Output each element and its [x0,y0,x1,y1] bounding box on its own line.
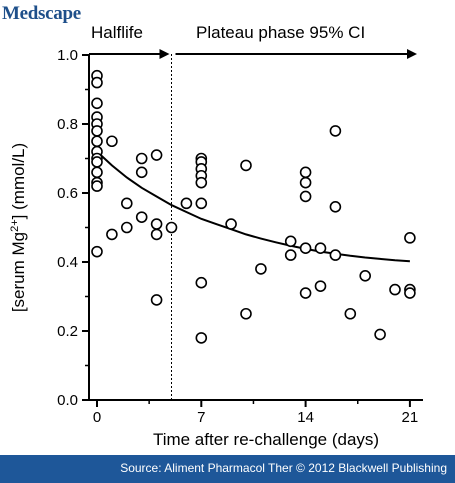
y-axis-label-superscript: 2+ [9,219,21,232]
data-point [284,235,297,248]
data-point [240,159,252,172]
scatter-chart: 0.0 0.2 0.4 0.6 0.8 1.0 0 7 14 21 Halflife Plateau… [9,24,423,449]
plateau-arrowhead [407,49,417,59]
source-credit: Source: Aliment Pharmacol Ther © 2012 Bl… [120,461,447,475]
phase-annotations: Halflife Plateau phase 95% CI [89,24,417,400]
y-tick-label: 0.0 [57,392,78,409]
data-point [91,135,103,148]
data-point [389,283,401,296]
data-point [91,125,103,137]
data-point [135,211,148,223]
data-point [165,221,178,234]
y-axis-label-end: ] (mmol/L) [9,143,28,220]
data-points [91,69,416,344]
fit-curve [96,150,410,263]
x-tick-label: 0 [93,409,101,426]
data-point [195,276,208,289]
x-tick-label: 7 [197,409,205,426]
footer-bar: Source: Aliment Pharmacol Ther © 2012 Bl… [0,455,455,483]
x-tick-label: 14 [297,409,314,426]
data-point [314,280,327,292]
y-axis-label: [serum Mg2+] (mmol/L) [9,143,28,312]
data-point [135,166,148,179]
header-bar: Medscape [0,0,455,24]
halflife-arrowhead [159,49,170,59]
y-tick-label: 0.6 [57,185,78,202]
data-point [150,228,163,241]
data-point [195,332,208,344]
data-point [299,242,312,254]
data-point [195,176,208,189]
data-point [284,249,297,261]
data-point [374,328,386,341]
brand-logo[interactable]: Medscape [2,3,81,24]
x-axis-label: Time after re-challenge (days) [153,430,379,449]
data-point [91,245,103,258]
phase-label-plateau: Plateau phase 95% CI [196,24,365,42]
data-point [225,218,237,230]
data-point [329,125,342,137]
phase-label-halflife: Halflife [91,24,143,42]
data-point [359,270,372,282]
data-point [329,249,342,261]
fit-curve-layer [96,150,410,263]
data-point [299,176,312,189]
y-tick-label: 1.0 [57,47,78,64]
chart-axes: 0.0 0.2 0.4 0.6 0.8 1.0 0 7 14 21 [57,47,423,426]
y-tick-label: 0.4 [57,254,78,271]
data-point [240,307,252,320]
data-point [314,242,327,254]
data-point [91,97,103,110]
data-point [91,166,103,179]
data-point [150,218,163,230]
data-point [404,287,416,299]
data-point [299,190,312,203]
data-point [180,197,193,210]
data-point [404,232,416,244]
data-point [150,149,163,161]
data-point [106,228,118,241]
data-point [106,135,118,148]
data-point [195,197,208,210]
data-point [299,166,312,179]
data-point [91,156,103,168]
data-point [150,294,163,306]
data-point [299,287,312,299]
data-point [255,263,267,275]
data-point [329,201,342,213]
y-axis-label-start: [serum Mg [9,232,28,312]
y-tick-label: 0.2 [57,323,78,340]
data-point [121,221,133,234]
data-point [121,197,133,210]
data-point [135,152,148,165]
x-tick-label: 21 [402,409,419,426]
data-point [91,180,103,192]
y-tick-label: 0.8 [57,116,78,133]
data-point [344,307,357,320]
data-point [91,76,103,89]
